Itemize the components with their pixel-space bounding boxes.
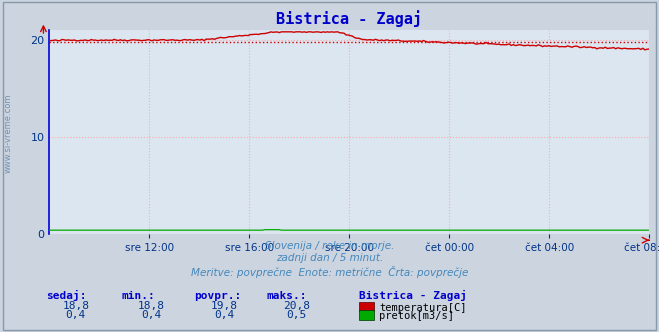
Text: 0,4: 0,4: [142, 310, 161, 320]
Text: 18,8: 18,8: [63, 301, 89, 311]
Text: maks.:: maks.:: [267, 291, 307, 301]
Text: 0,4: 0,4: [66, 310, 86, 320]
Text: 20,8: 20,8: [283, 301, 310, 311]
Text: Slovenija / reke in morje.: Slovenija / reke in morje.: [265, 241, 394, 251]
Text: 0,4: 0,4: [214, 310, 234, 320]
Text: min.:: min.:: [122, 291, 156, 301]
Title: Bistrica - Zagaj: Bistrica - Zagaj: [276, 11, 422, 27]
Text: 0,5: 0,5: [287, 310, 306, 320]
Text: www.si-vreme.com: www.si-vreme.com: [4, 93, 13, 173]
Text: Meritve: povprečne  Enote: metrične  Črta: povprečje: Meritve: povprečne Enote: metrične Črta:…: [191, 266, 468, 278]
Text: 18,8: 18,8: [138, 301, 165, 311]
Text: povpr.:: povpr.:: [194, 291, 242, 301]
Text: temperatura[C]: temperatura[C]: [379, 303, 467, 313]
Text: pretok[m3/s]: pretok[m3/s]: [379, 311, 454, 321]
Text: zadnji dan / 5 minut.: zadnji dan / 5 minut.: [276, 253, 383, 263]
Text: 19,8: 19,8: [211, 301, 237, 311]
Text: Bistrica - Zagaj: Bistrica - Zagaj: [359, 290, 467, 301]
Text: sedaj:: sedaj:: [46, 290, 86, 301]
